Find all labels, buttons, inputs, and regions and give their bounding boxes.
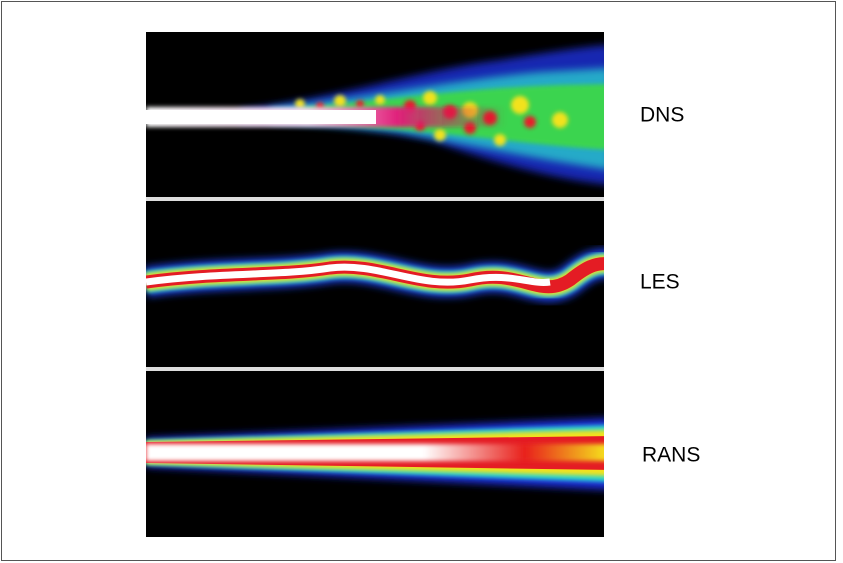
- divider: [146, 367, 604, 371]
- panel-label: LES: [640, 271, 680, 294]
- divider: [146, 197, 604, 201]
- panel-label: DNS: [640, 104, 684, 127]
- les-panel: [146, 201, 610, 367]
- panel-label: RANS: [642, 444, 700, 467]
- rans-panel: [146, 371, 610, 537]
- dns-panel: [146, 32, 610, 197]
- figure: DNS LES RANS: [0, 0, 843, 563]
